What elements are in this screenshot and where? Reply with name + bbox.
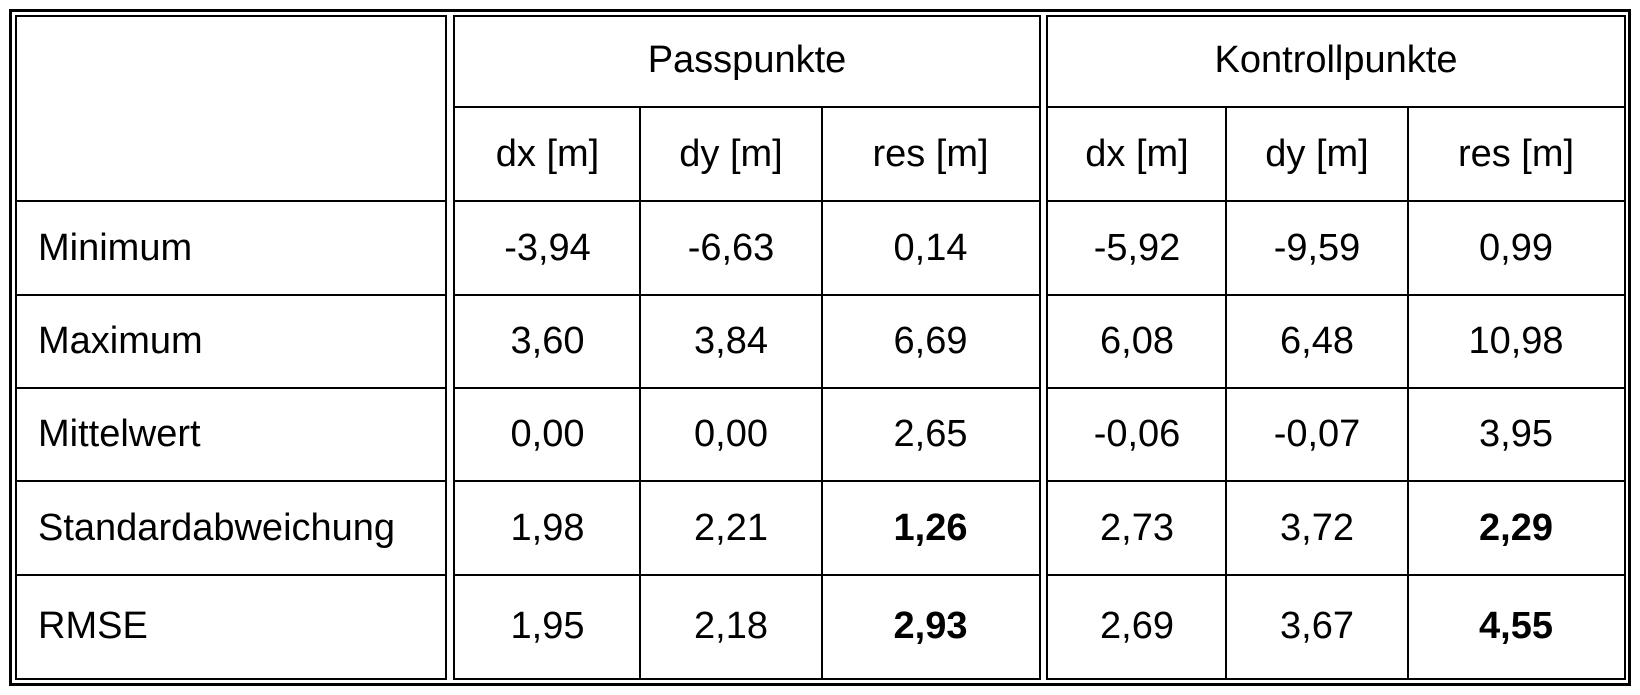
- row-divider: [17, 200, 445, 202]
- row-divider: [17, 294, 445, 296]
- row-divider: [1048, 294, 1624, 296]
- row-divider: [17, 387, 445, 389]
- group-header-passpunkte: Passpunkte: [647, 39, 847, 81]
- table-cell: -5,92: [1093, 226, 1181, 269]
- row-divider: [455, 200, 1039, 202]
- group-header-divider-pass: [455, 106, 1039, 108]
- column-divider: [1407, 106, 1409, 678]
- column-divider: [1225, 106, 1227, 678]
- table-cell: 0,00: [694, 413, 768, 455]
- row-label: Mittelwert: [38, 413, 201, 455]
- table-cell: 2,18: [694, 604, 768, 647]
- row-divider: [17, 574, 445, 576]
- table-cell: -9,59: [1273, 226, 1361, 269]
- passpunkte-block: [453, 15, 1041, 680]
- table-cell: 10,98: [1468, 320, 1564, 362]
- row-label: Standardabweichung: [38, 506, 396, 549]
- table-cell: 3,84: [694, 320, 768, 362]
- table-cell: 1,98: [510, 506, 585, 549]
- table-cell: 0,14: [893, 226, 968, 269]
- column-header: res [m]: [872, 132, 989, 175]
- table-cell: 3,72: [1280, 506, 1354, 549]
- table-cell: 6,08: [1100, 320, 1174, 362]
- row-divider: [455, 574, 1039, 576]
- table-cell: -0,06: [1093, 413, 1181, 455]
- table-cell: 2,65: [893, 413, 968, 455]
- row-divider: [1048, 387, 1624, 389]
- row-label-block: [15, 15, 447, 680]
- table-cell: 1,95: [510, 604, 585, 647]
- table-cell: 0,00: [510, 413, 585, 455]
- row-divider: [1048, 574, 1624, 576]
- column-header: dy [m]: [679, 132, 783, 175]
- table-cell: -6,63: [687, 226, 775, 269]
- group-header-kontrollpunkte: Kontrollpunkte: [1214, 39, 1458, 81]
- column-header: dx [m]: [495, 132, 600, 175]
- column-header: res [m]: [1457, 132, 1575, 175]
- table-cell: 1,26: [893, 506, 968, 549]
- row-divider: [1048, 480, 1624, 482]
- column-header: dx [m]: [1085, 132, 1189, 175]
- table-frame: [9, 9, 1631, 686]
- table-cell: 0,99: [1479, 226, 1553, 269]
- table-cell: -0,07: [1273, 413, 1361, 455]
- table-cell: 2,69: [1100, 604, 1174, 647]
- group-header-divider-ctrl: [1048, 106, 1624, 108]
- row-divider: [455, 294, 1039, 296]
- kontrollpunkte-block: [1046, 15, 1626, 680]
- table-cell: 4,55: [1479, 604, 1553, 647]
- table-cell: 2,73: [1100, 506, 1174, 549]
- table-cell: 3,95: [1479, 413, 1553, 455]
- row-divider: [455, 387, 1039, 389]
- row-divider: [17, 480, 445, 482]
- table-cell: 3,60: [510, 320, 585, 362]
- table-cell: 6,69: [893, 320, 968, 362]
- table-cell: 2,21: [694, 506, 768, 549]
- row-label: RMSE: [38, 604, 148, 647]
- table-cell: -3,94: [504, 226, 591, 269]
- column-header: dy [m]: [1265, 132, 1369, 175]
- column-divider: [821, 106, 823, 678]
- row-label: Minimum: [38, 226, 193, 269]
- row-divider: [1048, 200, 1624, 202]
- row-label: Maximum: [38, 320, 203, 362]
- table-cell: 6,48: [1280, 320, 1354, 362]
- column-divider: [639, 106, 641, 678]
- row-divider: [455, 480, 1039, 482]
- table-cell: 3,67: [1280, 604, 1354, 647]
- table-cell: 2,93: [893, 604, 968, 647]
- table-cell: 2,29: [1479, 506, 1553, 549]
